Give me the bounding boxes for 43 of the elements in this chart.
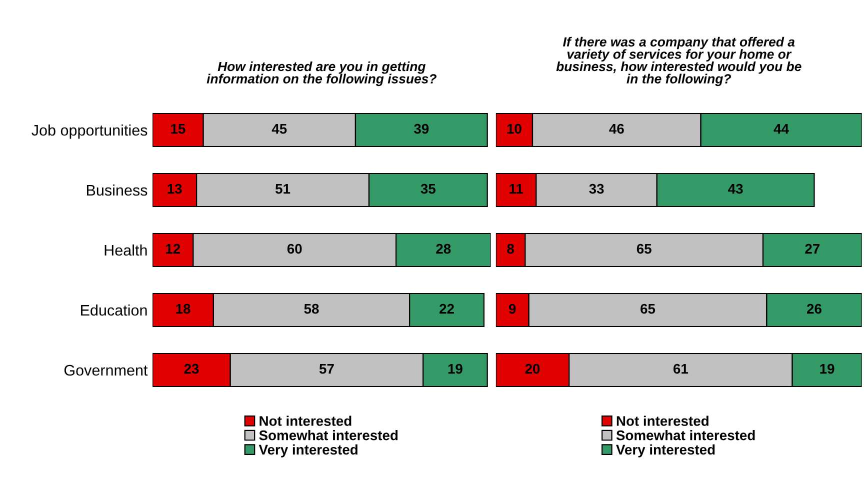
data-label: 35 bbox=[420, 184, 436, 194]
y-tick-label: Health bbox=[104, 244, 147, 256]
data-label: 20 bbox=[525, 364, 540, 374]
legend-label: Not interested bbox=[616, 416, 708, 426]
data-label: 10 bbox=[507, 124, 522, 134]
legend-label: Very interested bbox=[258, 444, 358, 458]
data-label: 39 bbox=[414, 124, 429, 134]
data-label: 65 bbox=[640, 304, 656, 314]
data-label: 58 bbox=[304, 304, 319, 314]
data-label: 18 bbox=[176, 304, 190, 314]
data-label: 19 bbox=[820, 364, 834, 374]
y-tick-label: Job opportunities bbox=[32, 124, 148, 139]
data-label: 23 bbox=[184, 364, 199, 374]
data-label: 45 bbox=[272, 124, 287, 134]
data-label: 65 bbox=[636, 244, 652, 254]
data-label: 15 bbox=[171, 124, 186, 134]
legend-label: Very interested bbox=[616, 444, 715, 458]
data-label: 51 bbox=[275, 184, 290, 194]
chart-title: How interested are you in getting information on the following issues? bbox=[206, 61, 436, 86]
data-label: 8 bbox=[507, 244, 514, 254]
legend-label: Not interested bbox=[260, 416, 352, 426]
data-label: 60 bbox=[287, 244, 302, 254]
y-tick-label: Business bbox=[86, 184, 148, 196]
data-label: 22 bbox=[440, 304, 454, 314]
data-label: 28 bbox=[436, 244, 451, 254]
legend-label: Somewhat interested bbox=[259, 430, 398, 440]
data-label: 33 bbox=[589, 184, 604, 194]
data-label: 19 bbox=[448, 364, 462, 374]
legend-label: Somewhat interested bbox=[616, 430, 755, 440]
data-label: 9 bbox=[509, 304, 516, 314]
data-label: 13 bbox=[168, 184, 182, 194]
data-label: 43 bbox=[728, 184, 743, 194]
data-label: 57 bbox=[319, 364, 334, 374]
data-label: 11 bbox=[510, 184, 524, 194]
y-tick-label: Government bbox=[64, 364, 148, 376]
data-label: 26 bbox=[806, 304, 822, 314]
data-label: 12 bbox=[166, 244, 180, 254]
chart-title: If there was a company that offered a variety of services for your home or business, how interested would you be in the following? bbox=[556, 36, 802, 86]
data-label: 46 bbox=[609, 124, 624, 134]
data-label: 44 bbox=[774, 124, 789, 134]
data-label: 27 bbox=[805, 244, 820, 254]
data-label: 61 bbox=[673, 364, 688, 374]
y-tick-label: Education bbox=[81, 304, 147, 316]
